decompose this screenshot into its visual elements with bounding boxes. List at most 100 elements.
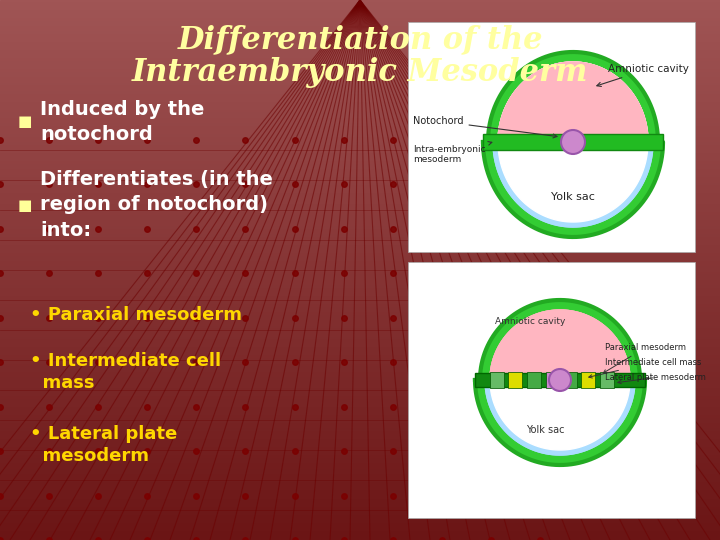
Bar: [0, 78, 720, 81]
Bar: [0, 19, 720, 22]
Bar: [0, 289, 720, 292]
Bar: [408, 22, 695, 252]
Bar: [0, 424, 720, 427]
Bar: [0, 227, 720, 229]
Bar: [0, 497, 720, 500]
Bar: [0, 537, 720, 540]
Bar: [0, 40, 720, 43]
Bar: [0, 51, 720, 54]
Bar: [0, 122, 720, 124]
Bar: [0, 154, 720, 157]
Bar: [0, 375, 720, 378]
Bar: [0, 143, 720, 146]
Text: • Lateral plate
  mesoderm: • Lateral plate mesoderm: [30, 424, 177, 465]
Bar: [0, 327, 720, 329]
Bar: [0, 329, 720, 332]
Bar: [0, 216, 720, 219]
Bar: [0, 270, 720, 273]
Bar: [0, 386, 720, 389]
Bar: [0, 140, 720, 143]
Bar: [0, 246, 720, 248]
Bar: [0, 348, 720, 351]
Bar: [0, 494, 720, 497]
Bar: [0, 54, 720, 57]
Bar: [0, 516, 720, 518]
Bar: [0, 532, 720, 535]
Bar: [0, 292, 720, 294]
Bar: [0, 359, 720, 362]
Bar: [0, 230, 720, 232]
Polygon shape: [480, 300, 640, 380]
Bar: [0, 429, 720, 432]
Polygon shape: [493, 142, 653, 227]
Bar: [0, 86, 720, 89]
Bar: [0, 278, 720, 281]
Bar: [0, 167, 720, 170]
Text: • Paraxial mesoderm: • Paraxial mesoderm: [30, 306, 242, 324]
Bar: [0, 275, 720, 278]
Bar: [475, 373, 645, 387]
Polygon shape: [483, 142, 663, 237]
Bar: [408, 262, 695, 518]
Bar: [0, 297, 720, 300]
Polygon shape: [490, 310, 630, 380]
Circle shape: [549, 369, 571, 391]
Text: ■: ■: [18, 198, 32, 213]
Text: Paraxial mesoderm: Paraxial mesoderm: [603, 343, 686, 373]
Bar: [0, 238, 720, 240]
Bar: [0, 211, 720, 213]
Bar: [0, 402, 720, 405]
Bar: [0, 367, 720, 370]
Bar: [0, 370, 720, 373]
Bar: [0, 43, 720, 46]
Bar: [0, 456, 720, 459]
Text: Intraembryonic Mesoderm: Intraembryonic Mesoderm: [132, 57, 588, 87]
Bar: [0, 343, 720, 346]
Text: Amniotic cavity: Amniotic cavity: [495, 318, 565, 327]
Bar: [0, 294, 720, 297]
Bar: [0, 221, 720, 224]
Bar: [0, 70, 720, 73]
Bar: [0, 254, 720, 256]
Bar: [0, 440, 720, 443]
Bar: [0, 27, 720, 30]
Text: Differentiates (in the
region of notochord)
into:: Differentiates (in the region of notocho…: [40, 171, 273, 240]
Bar: [0, 138, 720, 140]
Bar: [0, 186, 720, 189]
Bar: [0, 319, 720, 321]
Text: • Intermediate cell
  mass: • Intermediate cell mass: [30, 352, 221, 393]
Bar: [0, 81, 720, 84]
Bar: [0, 526, 720, 529]
Bar: [0, 338, 720, 340]
Bar: [0, 354, 720, 356]
Bar: [0, 16, 720, 19]
Bar: [0, 184, 720, 186]
Polygon shape: [498, 142, 648, 222]
Bar: [0, 189, 720, 192]
Bar: [0, 108, 720, 111]
Bar: [0, 448, 720, 451]
Bar: [0, 22, 720, 24]
Polygon shape: [475, 380, 645, 465]
Bar: [0, 421, 720, 424]
Text: Yolk sac: Yolk sac: [551, 192, 595, 202]
Bar: [0, 443, 720, 445]
Bar: [0, 3, 720, 5]
Bar: [0, 483, 720, 486]
Bar: [0, 394, 720, 397]
Bar: [0, 308, 720, 310]
Bar: [0, 397, 720, 400]
Bar: [0, 521, 720, 524]
Bar: [0, 235, 720, 238]
Bar: [0, 408, 720, 410]
Bar: [0, 5, 720, 8]
Bar: [563, 372, 577, 388]
Bar: [0, 73, 720, 76]
Bar: [0, 410, 720, 413]
Bar: [0, 508, 720, 510]
Bar: [0, 300, 720, 302]
Bar: [0, 383, 720, 386]
Bar: [0, 62, 720, 65]
Bar: [0, 356, 720, 359]
Bar: [0, 178, 720, 181]
